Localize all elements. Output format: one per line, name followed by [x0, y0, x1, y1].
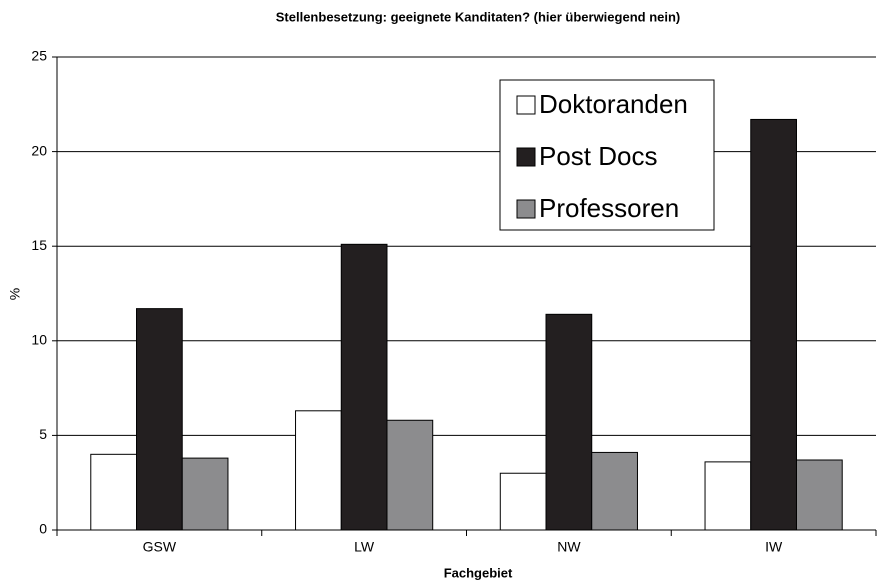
x-tick-label: IW — [765, 539, 783, 555]
bar — [340, 243, 388, 531]
bar — [499, 472, 547, 531]
x-tick-label: GSW — [143, 539, 177, 555]
y-tick-label: 20 — [31, 142, 47, 158]
bar — [136, 308, 183, 531]
legend-label: Doktoranden — [539, 89, 688, 119]
bar — [545, 313, 593, 531]
bar — [750, 118, 797, 531]
x-tick-label: NW — [557, 539, 581, 555]
bar — [704, 461, 752, 531]
legend-swatch — [516, 147, 536, 167]
bar — [386, 419, 434, 531]
y-tick-label: 0 — [39, 521, 47, 537]
x-tick-label: LW — [354, 539, 375, 555]
y-tick-label: 5 — [39, 426, 47, 442]
legend-swatch — [516, 199, 536, 219]
legend-label: Professoren — [539, 193, 679, 223]
legend-swatch — [516, 95, 536, 115]
y-tick-label: 15 — [31, 237, 47, 253]
bar — [795, 459, 843, 531]
legend-box — [499, 79, 715, 231]
chart-title: Stellenbesetzung: geeignete Kanditaten? … — [276, 9, 681, 24]
y-tick-label: 25 — [31, 48, 47, 64]
x-axis-title: Fachgebiet — [444, 565, 513, 580]
bar — [295, 410, 342, 531]
bar — [591, 451, 638, 531]
legend-label: Post Docs — [539, 141, 658, 171]
y-axis-title: % — [7, 288, 23, 300]
bar — [90, 453, 138, 531]
bar — [181, 457, 229, 531]
y-tick-label: 10 — [31, 332, 47, 348]
